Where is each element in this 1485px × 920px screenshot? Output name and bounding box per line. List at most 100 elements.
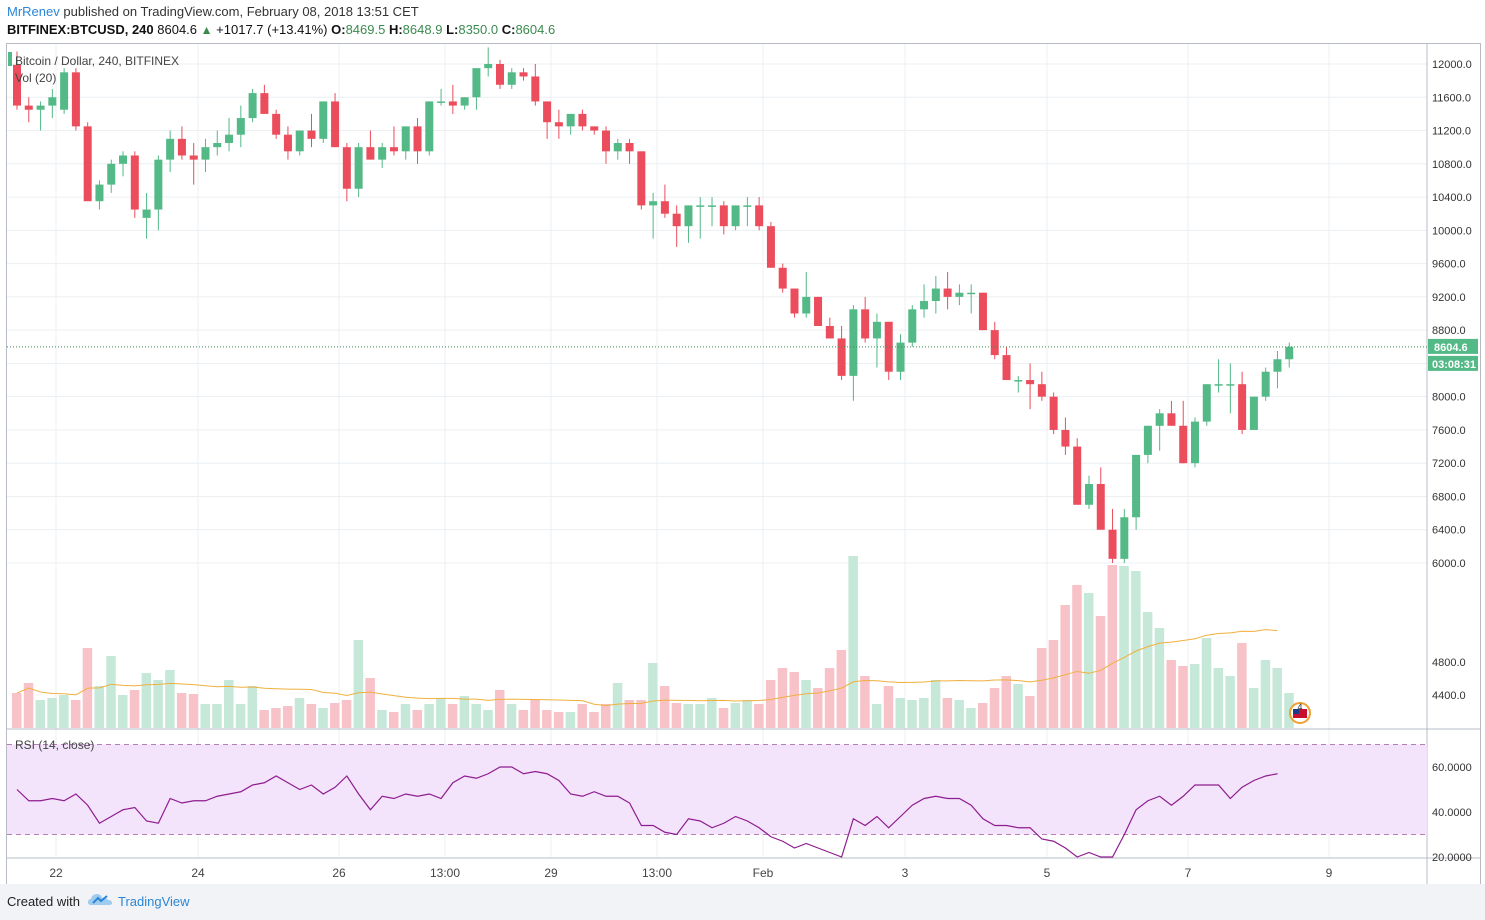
candle-body: [1155, 413, 1164, 426]
flag-icon-blue: [1293, 709, 1299, 714]
volume-bar: [153, 680, 163, 728]
volume-bar: [1036, 648, 1047, 728]
volume-bar: [954, 700, 964, 728]
candle-body: [236, 118, 245, 135]
candle-body: [1249, 396, 1258, 430]
candle-body: [908, 309, 917, 343]
close-value: 8604.6: [515, 22, 556, 37]
tradingview-logo-icon[interactable]: [88, 891, 112, 914]
volume-bar: [518, 710, 529, 728]
volume-bar: [447, 704, 458, 728]
symbol-label[interactable]: BITFINEX:BTCUSD, 240: [7, 22, 154, 37]
candle-body: [142, 209, 151, 218]
candle-body: [660, 201, 669, 214]
candle-body: [1037, 384, 1046, 397]
volume-ma-line: [16, 629, 1278, 707]
series-title: Bitcoin / Dollar, 240, BITFINEX: [15, 54, 179, 68]
candle-body: [1261, 371, 1270, 397]
candle-body: [1084, 483, 1093, 505]
volume-bar: [23, 683, 34, 728]
volume-bar: [1095, 616, 1106, 728]
candle-body: [849, 309, 858, 376]
price-chart-svg[interactable]: 22 24 26 13:00 29 13:00 Feb 3 5 7 9 12000.0 11600.0 1…: [7, 44, 1480, 885]
candle-body: [543, 101, 552, 123]
footer-bar: Created with TradingView: [0, 884, 1485, 920]
volume-bar: [1072, 585, 1082, 728]
volume-bar: [282, 706, 293, 728]
volume-bar: [895, 698, 905, 728]
price-axis-tick-label: 6000.0: [1432, 558, 1466, 570]
volume-bar: [836, 650, 847, 728]
rsi-axis-tick-label: 60.0000: [1432, 762, 1472, 774]
volume-title: Vol (20): [15, 71, 56, 85]
volume-bar: [141, 673, 152, 728]
chart-area[interactable]: 22 24 26 13:00 29 13:00 Feb 3 5 7 9 12000.0 11600.0 1…: [6, 43, 1481, 886]
volume-bar: [377, 710, 387, 728]
volume-bar: [659, 686, 670, 728]
volume-bar: [707, 698, 717, 728]
volume-bar: [1190, 664, 1200, 728]
candle-body: [1108, 529, 1117, 559]
candle-body: [566, 113, 575, 127]
volume-bar: [589, 712, 599, 728]
candle-body: [484, 64, 493, 69]
volume-bar: [1142, 612, 1153, 728]
rsi-line: [16, 766, 1278, 858]
volume-bar: [624, 700, 635, 728]
x-axis-tick-label: 13:00: [430, 866, 460, 880]
candle-body: [60, 72, 69, 110]
candle-body: [1167, 413, 1176, 426]
series-color-marker: [8, 52, 12, 66]
candle-body: [1132, 454, 1141, 518]
candle-body: [967, 292, 976, 295]
volume-bar: [1248, 688, 1259, 728]
candle-body: [189, 155, 198, 160]
candle-body: [154, 159, 163, 210]
volume-bar: [777, 668, 788, 728]
volume-bar: [494, 690, 505, 728]
volume-bar: [942, 698, 953, 728]
price-axis-tick-label: 10800.0: [1432, 159, 1472, 171]
candle-body: [802, 296, 811, 314]
volume-bar: [471, 704, 481, 728]
volume-bar: [506, 704, 517, 728]
author-link[interactable]: MrRenev: [7, 4, 60, 19]
volume-bar: [212, 704, 222, 728]
candle-body: [201, 147, 210, 160]
volume-bar: [1272, 668, 1282, 728]
volume-bar: [1025, 696, 1035, 728]
price-axis-tick-label: 8800.0: [1432, 325, 1466, 337]
candle-body: [884, 321, 893, 372]
volume-bar: [400, 704, 411, 728]
volume-bar: [424, 704, 434, 728]
candle-body: [437, 101, 446, 103]
candle-body: [1285, 346, 1294, 360]
candle-body: [719, 205, 728, 227]
volume-bar: [388, 712, 399, 728]
volume-bar: [259, 710, 269, 728]
volume-bar: [200, 704, 210, 728]
candle-body: [95, 184, 104, 202]
volume-bar: [871, 704, 882, 728]
volume-bar: [118, 695, 128, 728]
volume-bar: [612, 683, 623, 728]
volume-bar: [294, 698, 305, 728]
x-axis-tick-label: 13:00: [642, 866, 672, 880]
countdown-badge: [1428, 355, 1478, 371]
volume-bar: [930, 680, 941, 728]
low-label: L:: [446, 22, 459, 37]
volume-bar: [966, 708, 976, 728]
volume-bar: [47, 698, 57, 728]
volume-bar: [1131, 571, 1141, 728]
volume-bar: [1213, 668, 1224, 728]
candle-body: [861, 309, 870, 339]
volume-bar: [813, 688, 823, 728]
volume-bar: [671, 703, 682, 728]
volume-bar: [824, 668, 835, 728]
candle-body: [696, 205, 705, 207]
candle-body: [166, 138, 175, 160]
candle-body: [272, 113, 281, 135]
candle-body: [578, 113, 587, 127]
tradingview-brand-link[interactable]: TradingView: [118, 894, 190, 909]
candle-body: [307, 130, 316, 139]
